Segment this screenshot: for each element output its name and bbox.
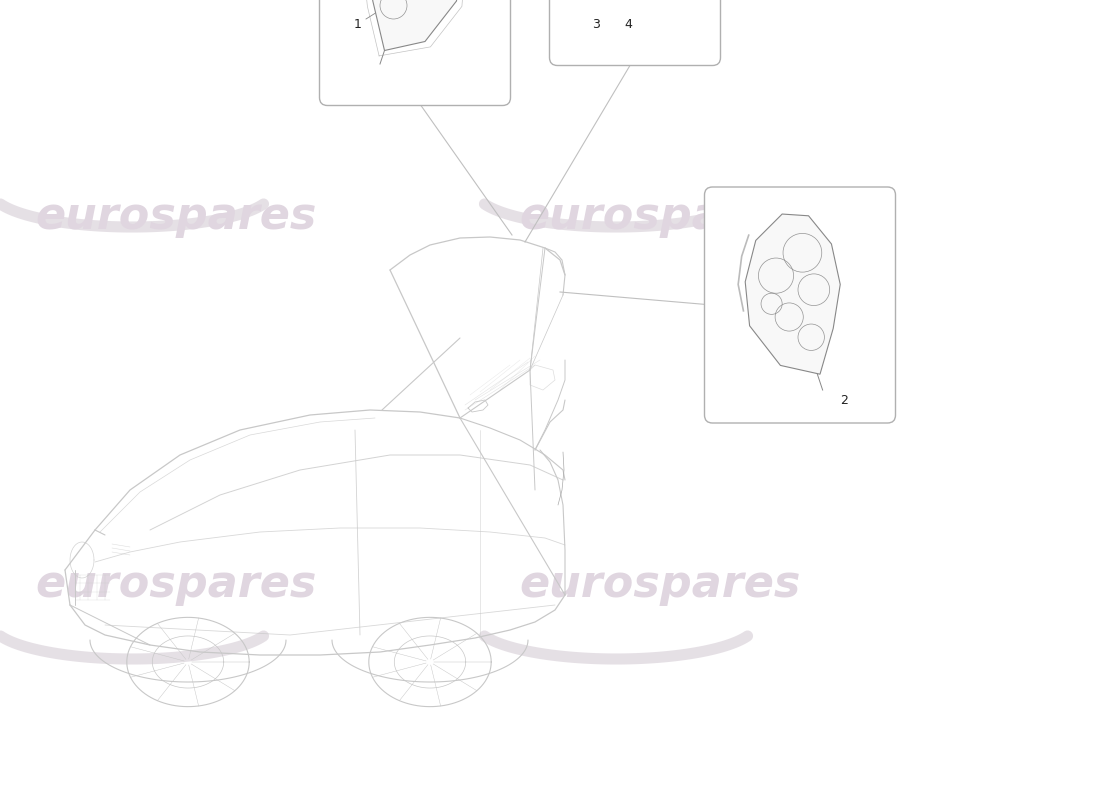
Text: eurospares: eurospares <box>519 562 801 606</box>
Text: 3: 3 <box>592 18 600 31</box>
FancyBboxPatch shape <box>550 0 720 66</box>
FancyBboxPatch shape <box>704 187 895 423</box>
Text: 4: 4 <box>624 18 631 31</box>
Polygon shape <box>745 214 840 374</box>
Text: 2: 2 <box>840 394 848 406</box>
Text: 1: 1 <box>354 18 362 31</box>
Text: eurospares: eurospares <box>519 194 801 238</box>
FancyBboxPatch shape <box>319 0 510 106</box>
Text: eurospares: eurospares <box>35 562 317 606</box>
Text: eurospares: eurospares <box>35 194 317 238</box>
Polygon shape <box>366 0 461 50</box>
